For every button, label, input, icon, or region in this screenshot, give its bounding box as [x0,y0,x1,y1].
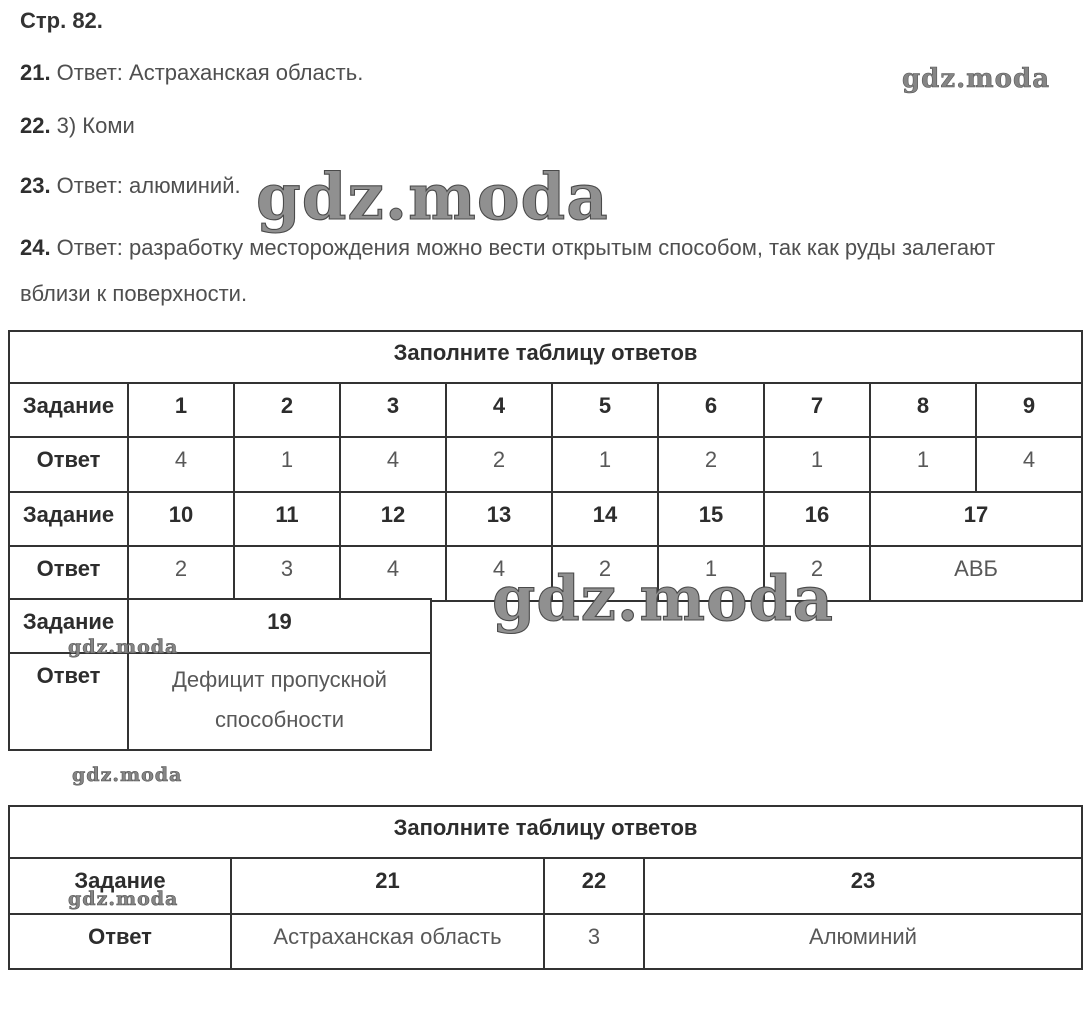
row-label-answer: Ответ [8,545,129,602]
task-cell: 3 [339,382,447,438]
row-label-answer: Ответ [8,913,232,970]
answer-cell: 3 [233,545,341,602]
task-cell: 9 [974,382,1084,438]
answer-item-24: 24. Ответ: разработку месторождения можно… [20,225,1040,317]
answer-item-21: 21. Ответ: Астраханская область. [20,50,1050,96]
answer-cell: 2 [551,545,659,602]
row-label-task: Задание [8,491,129,547]
task-cell: 12 [339,491,447,547]
task-cell: 2 [233,382,341,438]
task-cell: 5 [551,382,659,438]
answer-number: 23. [20,173,51,198]
task-cell: 17 [868,491,1084,547]
answer-cell: АВБ [868,545,1084,602]
task-cell: 13 [445,491,553,547]
answer-cell: 4 [339,436,447,493]
table-title: Заполните таблицу ответов [7,330,1084,384]
answer-cell: 4 [339,545,447,602]
answer-cell: 2 [657,436,765,493]
answer-cell: 4 [127,436,235,493]
answer-item-22: 22. 3) Коми [20,103,1050,149]
answers-table-1: Заполните таблицу ответов Задание 1 2 3 … [7,330,1084,602]
watermark-gdz-moda: gdz.moda [72,764,183,786]
answer-text: Ответ: разработку месторождения можно ве… [20,235,996,306]
answer-cell: 1 [657,545,765,602]
answer-number: 24. [20,235,51,260]
row-label-task: Задание [8,598,129,654]
answer-cell: 4 [445,545,553,602]
answers-table-1-extension: Задание 19 Ответ Дефицит пропускной спос… [8,598,432,751]
answer-cell: 1 [763,436,871,493]
answer-cell: 4 [974,436,1084,493]
answer-cell: 1 [551,436,659,493]
task-cell: 8 [869,382,977,438]
task-cell: 21 [230,857,545,915]
answer-number: 22. [20,113,51,138]
answers-table-2: Заполните таблицу ответов Задание 21 22 … [7,805,1084,970]
answer-cell: 2 [445,436,553,493]
task-cell: 14 [551,491,659,547]
page-title: Стр. 82. [20,8,103,33]
answer-cell: 1 [233,436,341,493]
task-cell: 6 [657,382,765,438]
answer-number: 21. [20,60,51,85]
task-cell: 23 [642,857,1084,915]
answer-cell: Алюминий [642,913,1084,970]
task-cell: 1 [127,382,235,438]
answer-cell: Астраханская область [230,913,545,970]
task-cell: 15 [657,491,765,547]
task-cell: 10 [127,491,235,547]
row-label-answer: Ответ [8,652,129,751]
answer-text: 3) Коми [56,113,135,138]
task-cell: 7 [763,382,871,438]
answer-text: Ответ: алюминий. [56,173,241,198]
task-cell: 22 [543,857,645,915]
answer-cell: Дефицит пропускной способности [127,652,432,751]
answer-cell: 2 [763,545,871,602]
answer-item-23: 23. Ответ: алюминий. [20,163,1050,209]
answer-cell: 1 [869,436,977,493]
task-cell: 11 [233,491,341,547]
row-label-task: Задание [8,857,232,915]
answer-text: Ответ: Астраханская область. [56,60,364,85]
row-label-task: Задание [8,382,129,438]
row-label-answer: Ответ [8,436,129,493]
table-title: Заполните таблицу ответов [7,805,1084,859]
answer-cell: 3 [543,913,645,970]
task-cell: 19 [127,598,432,654]
answer-cell: 2 [127,545,235,602]
task-cell: 4 [445,382,553,438]
task-cell: 16 [763,491,871,547]
